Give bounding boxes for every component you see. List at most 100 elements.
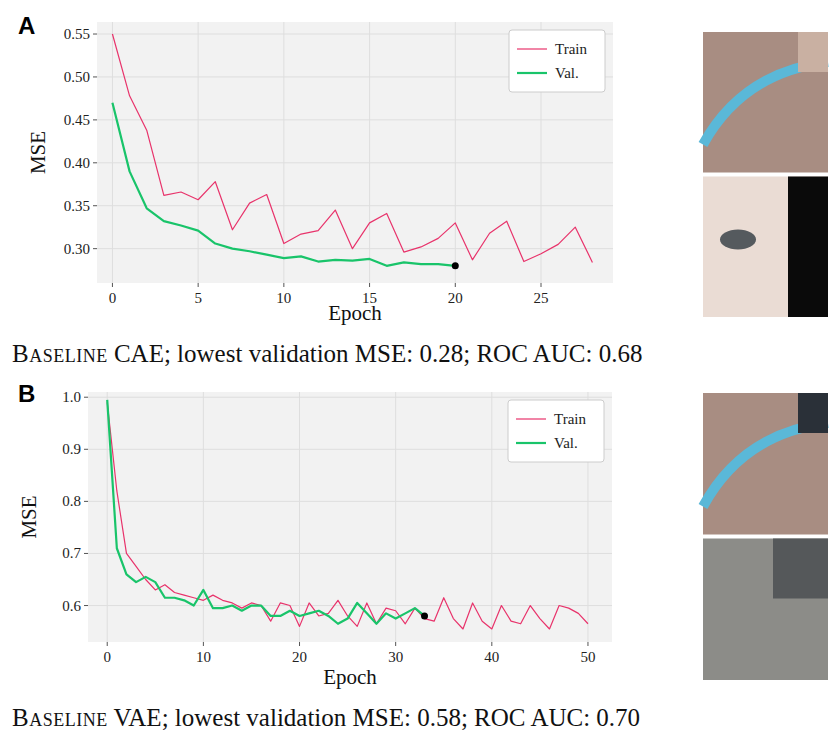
reconstruction-image-detail [788, 177, 828, 318]
tick-label: 0.50 [64, 69, 90, 85]
legend-swatch [517, 48, 547, 49]
tick-mark [84, 605, 88, 606]
axis-title: Epoch [328, 301, 382, 325]
tick-label: 30 [388, 649, 403, 665]
tick-mark [541, 283, 542, 287]
tick-mark [84, 397, 88, 398]
grid-line [88, 553, 612, 554]
axis-title: MSE [26, 131, 50, 174]
tick-mark [93, 248, 97, 249]
tick-label: 5 [194, 290, 202, 306]
grid-line [395, 392, 396, 642]
tick-label: 0.45 [64, 112, 90, 128]
input-image-detail [798, 393, 828, 433]
tick-mark [93, 205, 97, 206]
tick-label: 1.0 [62, 389, 81, 405]
input-image [703, 32, 828, 173]
tick-label: 10 [196, 649, 211, 665]
reconstruction-images [703, 32, 828, 317]
grid-line [491, 392, 492, 642]
tick-label: 40 [484, 649, 499, 665]
best-point [421, 612, 428, 619]
legend-swatch [516, 442, 546, 444]
caption-part: VAE; lowest validation MSE: 0.58; ROC AU… [108, 704, 640, 731]
tick-label: 0.9 [62, 441, 81, 457]
legend-label: Val. [554, 435, 578, 451]
grid-line [198, 22, 199, 283]
legend-swatch [517, 72, 547, 74]
tick-label: 20 [448, 290, 463, 306]
chart-panel: 010203040500.60.70.80.91.0EpochMSETrainV… [17, 389, 612, 689]
tick-mark [455, 283, 456, 287]
grid-line [369, 22, 370, 283]
legend-box [509, 30, 605, 92]
panel-letter: A [18, 12, 35, 39]
plot-background [88, 392, 612, 642]
tick-mark [107, 642, 108, 646]
caption: Baseline VAE; lowest validation MSE: 0.5… [12, 704, 640, 731]
tick-mark [112, 283, 113, 287]
tick-mark [84, 501, 88, 502]
legend: Train Val. [508, 400, 604, 462]
grid-line [299, 392, 300, 642]
tick-label: 0.35 [64, 198, 90, 214]
tick-mark [93, 119, 97, 120]
grid-line [107, 392, 108, 642]
tick-mark [93, 76, 97, 77]
legend-box [508, 400, 604, 462]
tick-label: 25 [534, 290, 549, 306]
reconstruction-image [703, 539, 828, 681]
input-image-detail [798, 32, 828, 72]
grid-line [97, 248, 613, 249]
grid-line [455, 22, 456, 283]
tick-label: 0 [109, 290, 117, 306]
axis-title: MSE [17, 495, 41, 538]
legend-label: Train [555, 41, 587, 57]
caption-part: Baseline [12, 704, 108, 731]
series-line [112, 103, 455, 266]
reconstruction-image-detail [720, 230, 756, 250]
tick-label: 10 [276, 290, 291, 306]
tick-mark [299, 642, 300, 646]
input-image-detail [703, 423, 828, 507]
tick-mark [587, 642, 588, 646]
tick-mark [283, 283, 284, 287]
tick-mark [203, 642, 204, 646]
figure: 05101520250.300.350.400.450.500.55EpochM… [0, 0, 832, 733]
tick-mark [198, 283, 199, 287]
grid-line [97, 162, 613, 163]
caption-part: CAE; lowest validation MSE: 0.28; ROC AU… [108, 340, 643, 367]
grid-line [88, 605, 612, 606]
tick-label: 0.6 [62, 598, 81, 614]
tick-mark [93, 162, 97, 163]
grid-line [112, 22, 113, 283]
tick-mark [84, 449, 88, 450]
tick-mark [84, 553, 88, 554]
chart-panel: 05101520250.300.350.400.450.500.55EpochM… [26, 22, 613, 325]
grid-line [203, 392, 204, 642]
tick-label: 0.7 [62, 545, 81, 561]
tick-mark [491, 642, 492, 646]
legend-label: Train [554, 411, 586, 427]
series-line [107, 400, 424, 624]
tick-mark [93, 34, 97, 35]
tick-label: 50 [580, 649, 595, 665]
panel-letter: B [18, 380, 35, 407]
grid-line [97, 119, 613, 120]
legend-label: Val. [555, 65, 579, 81]
reconstruction-image [703, 177, 828, 318]
grid-line [88, 501, 612, 502]
legend: Train Val. [509, 30, 605, 92]
tick-label: 20 [292, 649, 307, 665]
grid-line [88, 397, 612, 398]
legend-swatch [516, 418, 546, 419]
tick-label: 0 [103, 649, 111, 665]
axis-title: Epoch [323, 665, 377, 689]
tick-mark [395, 642, 396, 646]
grid-line [97, 205, 613, 206]
caption: Baseline CAE; lowest validation MSE: 0.2… [12, 340, 642, 367]
tick-label: 0.55 [64, 26, 90, 42]
plot-background [97, 22, 613, 283]
caption-part: Baseline [12, 340, 108, 367]
input-image-detail [703, 62, 828, 145]
